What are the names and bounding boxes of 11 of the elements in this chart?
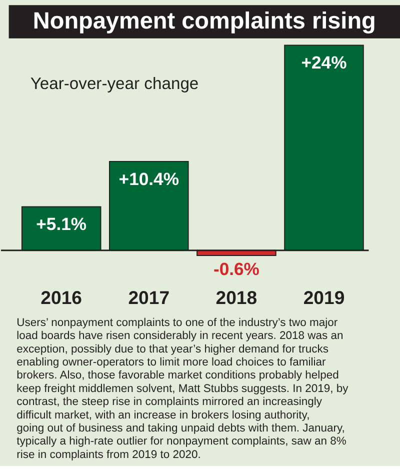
- x-tick-label: 2018: [216, 286, 258, 308]
- text: Year-over-year change: [30, 74, 199, 94]
- x-tick-label: 2016: [40, 286, 82, 308]
- data-label: -0.6%: [213, 259, 260, 280]
- data-label: +5.1%: [36, 214, 87, 234]
- x-tick-label: 2019: [303, 286, 345, 308]
- x-tick-label: 2017: [128, 286, 170, 308]
- data-label: +10.4%: [118, 168, 180, 189]
- data-label: +24%: [301, 52, 348, 73]
- text: Users’ nonpayment complaints to one of the industry’s two major load boards have risen considerably in recent years. 2018 was an exception, possibly due to that year’s higher demand for trucks enabling owner-operators to limit more load choices to familiar brokers. Also, those favorable market conditions probably helped keep freight middlemen solvent, Matt Stubbs suggests. In 2019, by contrast, the steep rise in complaints mirrored an increasingly difficult market, with an increase in brokers losing authority, going out of business and taking unpaid debts with them. January, typically a high-rate outlier for nonpayment complaints, saw an 8% rise in complaints from 2019 to 2020.: [16, 316, 348, 461]
- chart-title: Nonpayment complaints rising: [32, 8, 376, 34]
